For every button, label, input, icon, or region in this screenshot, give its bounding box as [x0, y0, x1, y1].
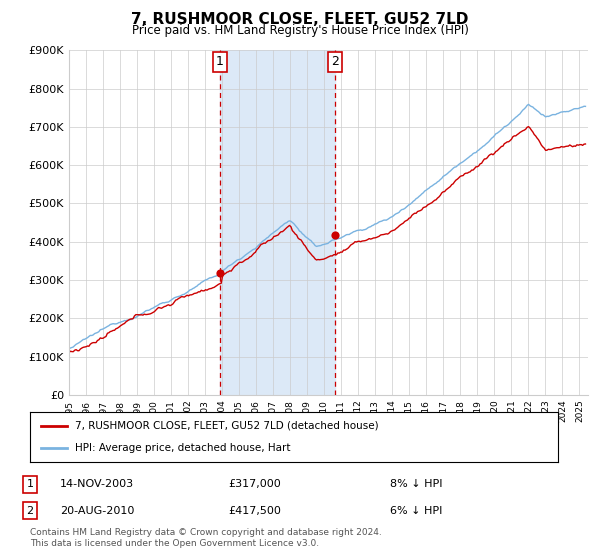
Text: £417,500: £417,500: [228, 506, 281, 516]
Text: 14-NOV-2003: 14-NOV-2003: [60, 479, 134, 489]
Text: 2: 2: [26, 506, 34, 516]
Text: 8% ↓ HPI: 8% ↓ HPI: [390, 479, 443, 489]
Text: 20-AUG-2010: 20-AUG-2010: [60, 506, 134, 516]
Point: [330, 231, 340, 240]
Text: HPI: Average price, detached house, Hart: HPI: Average price, detached house, Hart: [75, 443, 290, 453]
Text: 1: 1: [216, 55, 224, 68]
Text: 6% ↓ HPI: 6% ↓ HPI: [390, 506, 442, 516]
Text: 7, RUSHMOOR CLOSE, FLEET, GU52 7LD: 7, RUSHMOOR CLOSE, FLEET, GU52 7LD: [131, 12, 469, 27]
Text: 7, RUSHMOOR CLOSE, FLEET, GU52 7LD (detached house): 7, RUSHMOOR CLOSE, FLEET, GU52 7LD (deta…: [75, 421, 379, 431]
Text: 2: 2: [331, 55, 339, 68]
Bar: [220, 50, 335, 395]
Text: £317,000: £317,000: [228, 479, 281, 489]
Text: 1: 1: [26, 479, 34, 489]
Text: Contains HM Land Registry data © Crown copyright and database right 2024.
This d: Contains HM Land Registry data © Crown c…: [30, 528, 382, 548]
Text: Price paid vs. HM Land Registry's House Price Index (HPI): Price paid vs. HM Land Registry's House …: [131, 24, 469, 37]
Point: [215, 269, 225, 278]
